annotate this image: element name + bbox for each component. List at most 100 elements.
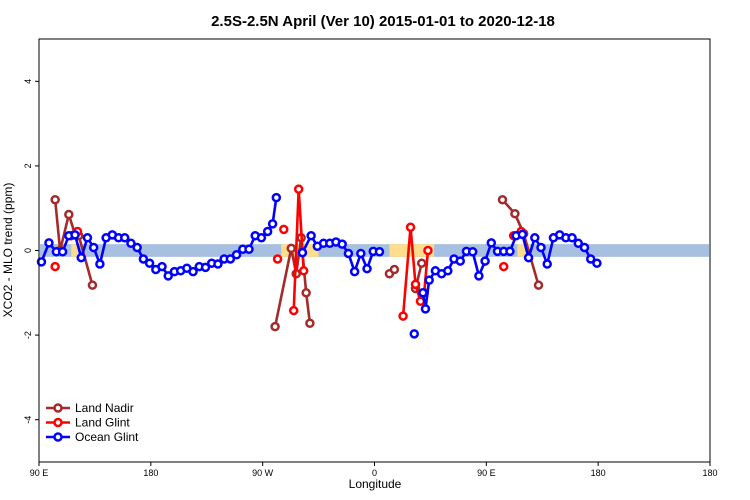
data-point <box>267 219 278 229</box>
data-point <box>573 238 584 249</box>
data-point <box>279 224 289 235</box>
data-point <box>188 266 198 277</box>
data-point <box>144 258 155 268</box>
highlight-band-0 <box>71 244 79 257</box>
data-point <box>119 233 130 243</box>
data-point <box>349 266 360 277</box>
data-point <box>200 262 211 273</box>
data-point <box>82 233 93 243</box>
legend-marker <box>53 403 63 413</box>
data-point <box>517 229 528 240</box>
x-tick-label: 180 <box>143 468 158 478</box>
y-tick-label: -2 <box>23 331 33 339</box>
data-point <box>36 257 47 267</box>
data-point <box>510 208 520 219</box>
data-point <box>213 259 223 269</box>
data-point <box>579 242 590 253</box>
legend-label: Land Nadir <box>75 401 134 415</box>
data-point <box>423 245 433 256</box>
data-point <box>424 275 434 285</box>
data-point <box>410 279 421 290</box>
data-point <box>443 266 453 276</box>
data-point <box>286 243 296 254</box>
data-point <box>95 259 105 269</box>
data-point <box>405 222 416 232</box>
data-point <box>126 238 136 249</box>
data-point <box>585 254 596 264</box>
series-line <box>401 225 430 317</box>
data-point <box>76 252 86 263</box>
data-point <box>231 249 242 260</box>
data-point <box>505 246 515 257</box>
data-point <box>305 318 315 329</box>
data-point <box>244 244 254 254</box>
data-point <box>530 233 540 243</box>
data-point <box>225 254 236 264</box>
data-point <box>88 242 99 253</box>
data-point <box>409 329 420 339</box>
series-line <box>53 199 94 286</box>
data-point <box>343 248 354 259</box>
data-point <box>337 239 347 249</box>
data-point <box>256 233 267 243</box>
data-point <box>297 247 308 258</box>
data-point <box>523 252 534 263</box>
data-point <box>474 271 484 281</box>
data-point <box>567 233 577 243</box>
series-ocean-glint <box>36 192 602 339</box>
data-point <box>157 261 167 272</box>
series-layer <box>36 184 602 339</box>
data-point <box>356 248 366 259</box>
data-point <box>497 194 508 205</box>
series-line <box>273 236 312 327</box>
data-point <box>50 194 60 205</box>
data-point <box>288 305 299 316</box>
y-tick-label: 0 <box>23 248 33 253</box>
x-tick-label: 90 E <box>477 468 496 478</box>
y-tick-label: 2 <box>23 163 33 168</box>
data-point <box>270 321 280 332</box>
data-point <box>362 263 372 274</box>
data-point <box>70 230 80 240</box>
x-tick-label: 90 E <box>30 468 49 478</box>
data-point <box>64 209 74 220</box>
y-tick-label: -4 <box>23 416 33 424</box>
x-tick-label: 180 <box>591 468 606 478</box>
data-point <box>592 258 602 268</box>
data-point <box>262 226 273 237</box>
data-point <box>542 259 552 269</box>
y-axis: -4 -2 0 2 4 <box>23 79 39 424</box>
x-tick-label: 180 <box>702 468 717 478</box>
data-point <box>57 247 68 257</box>
data-point <box>298 266 309 276</box>
x-tick-label: 0 <box>372 468 377 478</box>
data-point <box>533 280 544 290</box>
data-point <box>44 238 54 248</box>
chart-title: 2.5S-2.5N April (Ver 10) 2015-01-01 to 2… <box>211 13 555 30</box>
data-point <box>301 288 311 298</box>
x-axis: 90 E 180 90 W 0 90 E 180 180 <box>30 462 718 478</box>
data-point <box>163 271 173 281</box>
data-point <box>536 242 546 253</box>
data-point <box>272 254 283 264</box>
y-tick-label: 4 <box>23 79 33 84</box>
legend-label: Ocean Glint <box>75 430 139 444</box>
legend-label: Land Glint <box>75 416 130 430</box>
data-point <box>50 261 60 272</box>
data-point <box>467 247 478 257</box>
x-axis-label: Longitude <box>349 477 402 491</box>
legend-marker <box>53 417 63 428</box>
y-axis-label: XCO2 - MLO trend (ppm) <box>1 183 15 318</box>
data-point <box>306 230 316 241</box>
data-point <box>389 264 400 275</box>
legend-marker <box>53 432 63 442</box>
data-point <box>293 184 304 194</box>
data-point <box>374 247 385 257</box>
data-point <box>138 254 149 264</box>
data-point <box>132 242 142 253</box>
data-point <box>398 311 408 321</box>
data-point <box>455 256 465 266</box>
x-tick-label: 90 W <box>252 468 274 478</box>
